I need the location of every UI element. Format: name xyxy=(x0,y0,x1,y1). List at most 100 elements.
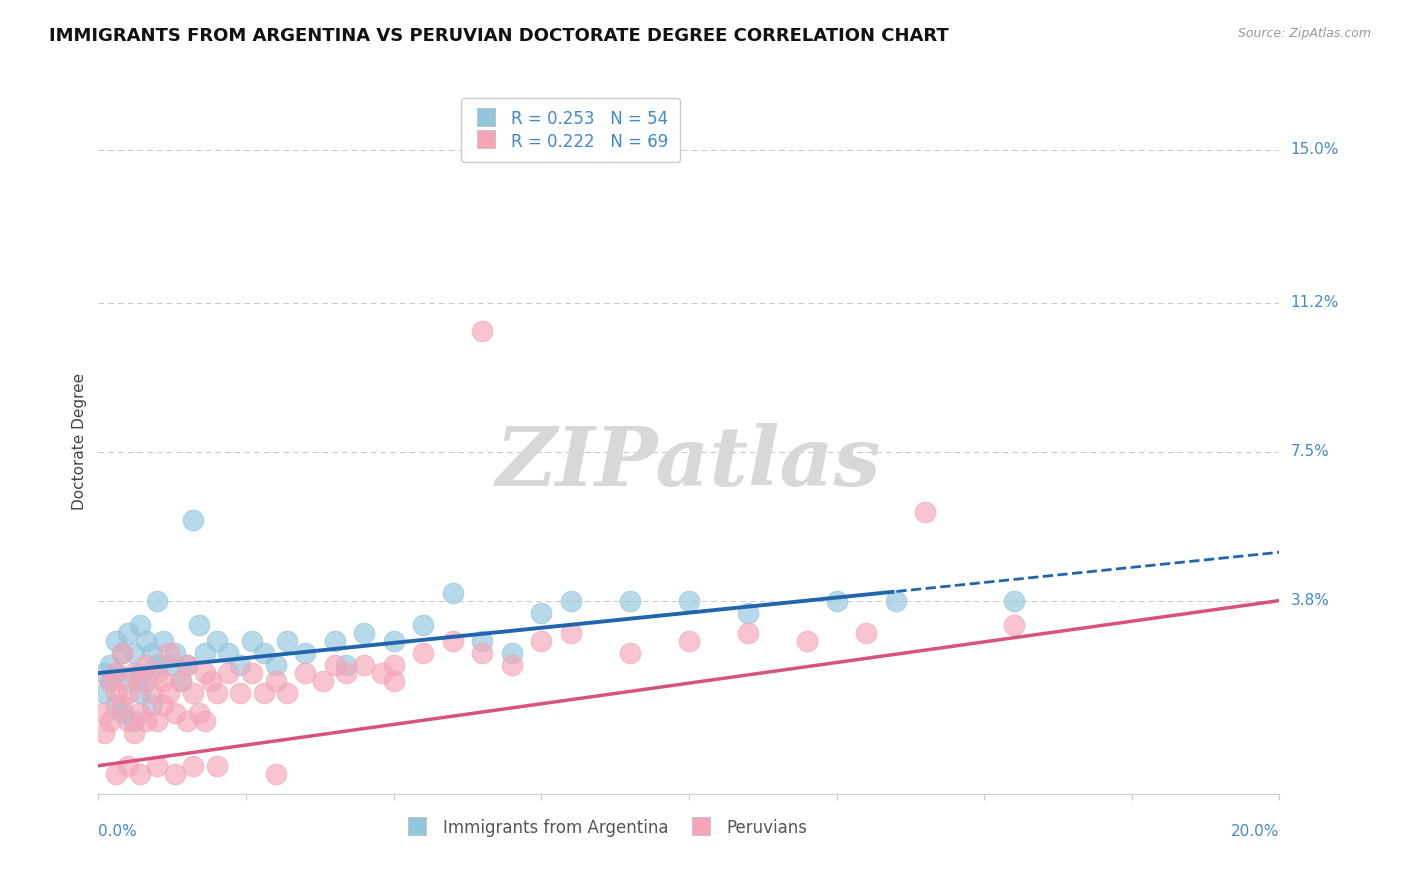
Point xyxy=(181,686,204,700)
Point xyxy=(560,625,582,640)
Text: ZIPatlas: ZIPatlas xyxy=(496,423,882,503)
Point xyxy=(264,674,287,689)
Point xyxy=(737,625,759,640)
Point xyxy=(165,646,187,660)
Point xyxy=(382,633,405,648)
Point xyxy=(176,714,198,729)
Point xyxy=(294,666,316,681)
Point xyxy=(146,658,169,673)
Point xyxy=(240,633,263,648)
Point xyxy=(157,646,180,660)
Point xyxy=(146,714,169,729)
Point xyxy=(152,674,174,689)
Point xyxy=(441,585,464,599)
Point xyxy=(335,666,357,681)
Point xyxy=(181,513,204,527)
Point xyxy=(135,658,157,673)
Point xyxy=(111,646,134,660)
Point xyxy=(619,646,641,660)
Point xyxy=(501,658,523,673)
Point xyxy=(678,633,700,648)
Point xyxy=(105,686,128,700)
Point xyxy=(146,666,169,681)
Text: 11.2%: 11.2% xyxy=(1291,295,1339,310)
Point xyxy=(335,658,357,673)
Point xyxy=(111,706,134,721)
Point xyxy=(122,714,145,729)
Point xyxy=(93,726,115,740)
Point xyxy=(181,758,204,772)
Point xyxy=(205,633,228,648)
Legend: Immigrants from Argentina, Peruvians: Immigrants from Argentina, Peruvians xyxy=(394,807,820,849)
Point xyxy=(128,674,150,689)
Point xyxy=(111,698,134,713)
Point xyxy=(93,706,115,721)
Point xyxy=(187,706,209,721)
Point xyxy=(371,666,394,681)
Point xyxy=(170,674,193,689)
Point xyxy=(412,646,434,660)
Point xyxy=(796,633,818,648)
Point xyxy=(187,617,209,632)
Point xyxy=(170,674,193,689)
Point xyxy=(117,674,139,689)
Point xyxy=(141,646,163,660)
Point xyxy=(122,726,145,740)
Point xyxy=(117,714,139,729)
Point xyxy=(128,617,150,632)
Point xyxy=(205,686,228,700)
Point xyxy=(530,606,553,620)
Point xyxy=(176,658,198,673)
Point xyxy=(128,766,150,780)
Point xyxy=(353,658,375,673)
Point xyxy=(240,666,263,681)
Point xyxy=(93,666,115,681)
Point xyxy=(135,674,157,689)
Point xyxy=(1002,617,1025,632)
Point xyxy=(98,658,121,673)
Text: 0.0%: 0.0% xyxy=(98,824,138,839)
Point xyxy=(194,646,217,660)
Y-axis label: Doctorate Degree: Doctorate Degree xyxy=(72,373,87,510)
Point xyxy=(117,625,139,640)
Point xyxy=(141,698,163,713)
Point xyxy=(117,758,139,772)
Point xyxy=(914,505,936,519)
Point xyxy=(105,666,128,681)
Point xyxy=(152,633,174,648)
Point xyxy=(471,646,494,660)
Text: 7.5%: 7.5% xyxy=(1291,444,1329,459)
Point xyxy=(128,686,150,700)
Point xyxy=(165,706,187,721)
Point xyxy=(200,674,222,689)
Point xyxy=(501,646,523,660)
Text: 3.8%: 3.8% xyxy=(1291,593,1330,608)
Text: 20.0%: 20.0% xyxy=(1232,824,1279,839)
Point xyxy=(619,593,641,607)
Point xyxy=(122,666,145,681)
Text: 15.0%: 15.0% xyxy=(1291,142,1339,157)
Point xyxy=(229,658,252,673)
Point xyxy=(312,674,335,689)
Point xyxy=(93,686,115,700)
Point xyxy=(276,686,298,700)
Point xyxy=(205,758,228,772)
Point xyxy=(294,646,316,660)
Point xyxy=(122,646,145,660)
Point xyxy=(141,686,163,700)
Point xyxy=(146,758,169,772)
Point xyxy=(217,666,239,681)
Point xyxy=(253,646,276,660)
Point xyxy=(471,324,494,338)
Point xyxy=(194,666,217,681)
Point xyxy=(194,714,217,729)
Point xyxy=(855,625,877,640)
Point xyxy=(229,686,252,700)
Point xyxy=(560,593,582,607)
Point xyxy=(157,686,180,700)
Point xyxy=(276,633,298,648)
Point xyxy=(264,658,287,673)
Point xyxy=(471,633,494,648)
Point xyxy=(530,633,553,648)
Point xyxy=(105,633,128,648)
